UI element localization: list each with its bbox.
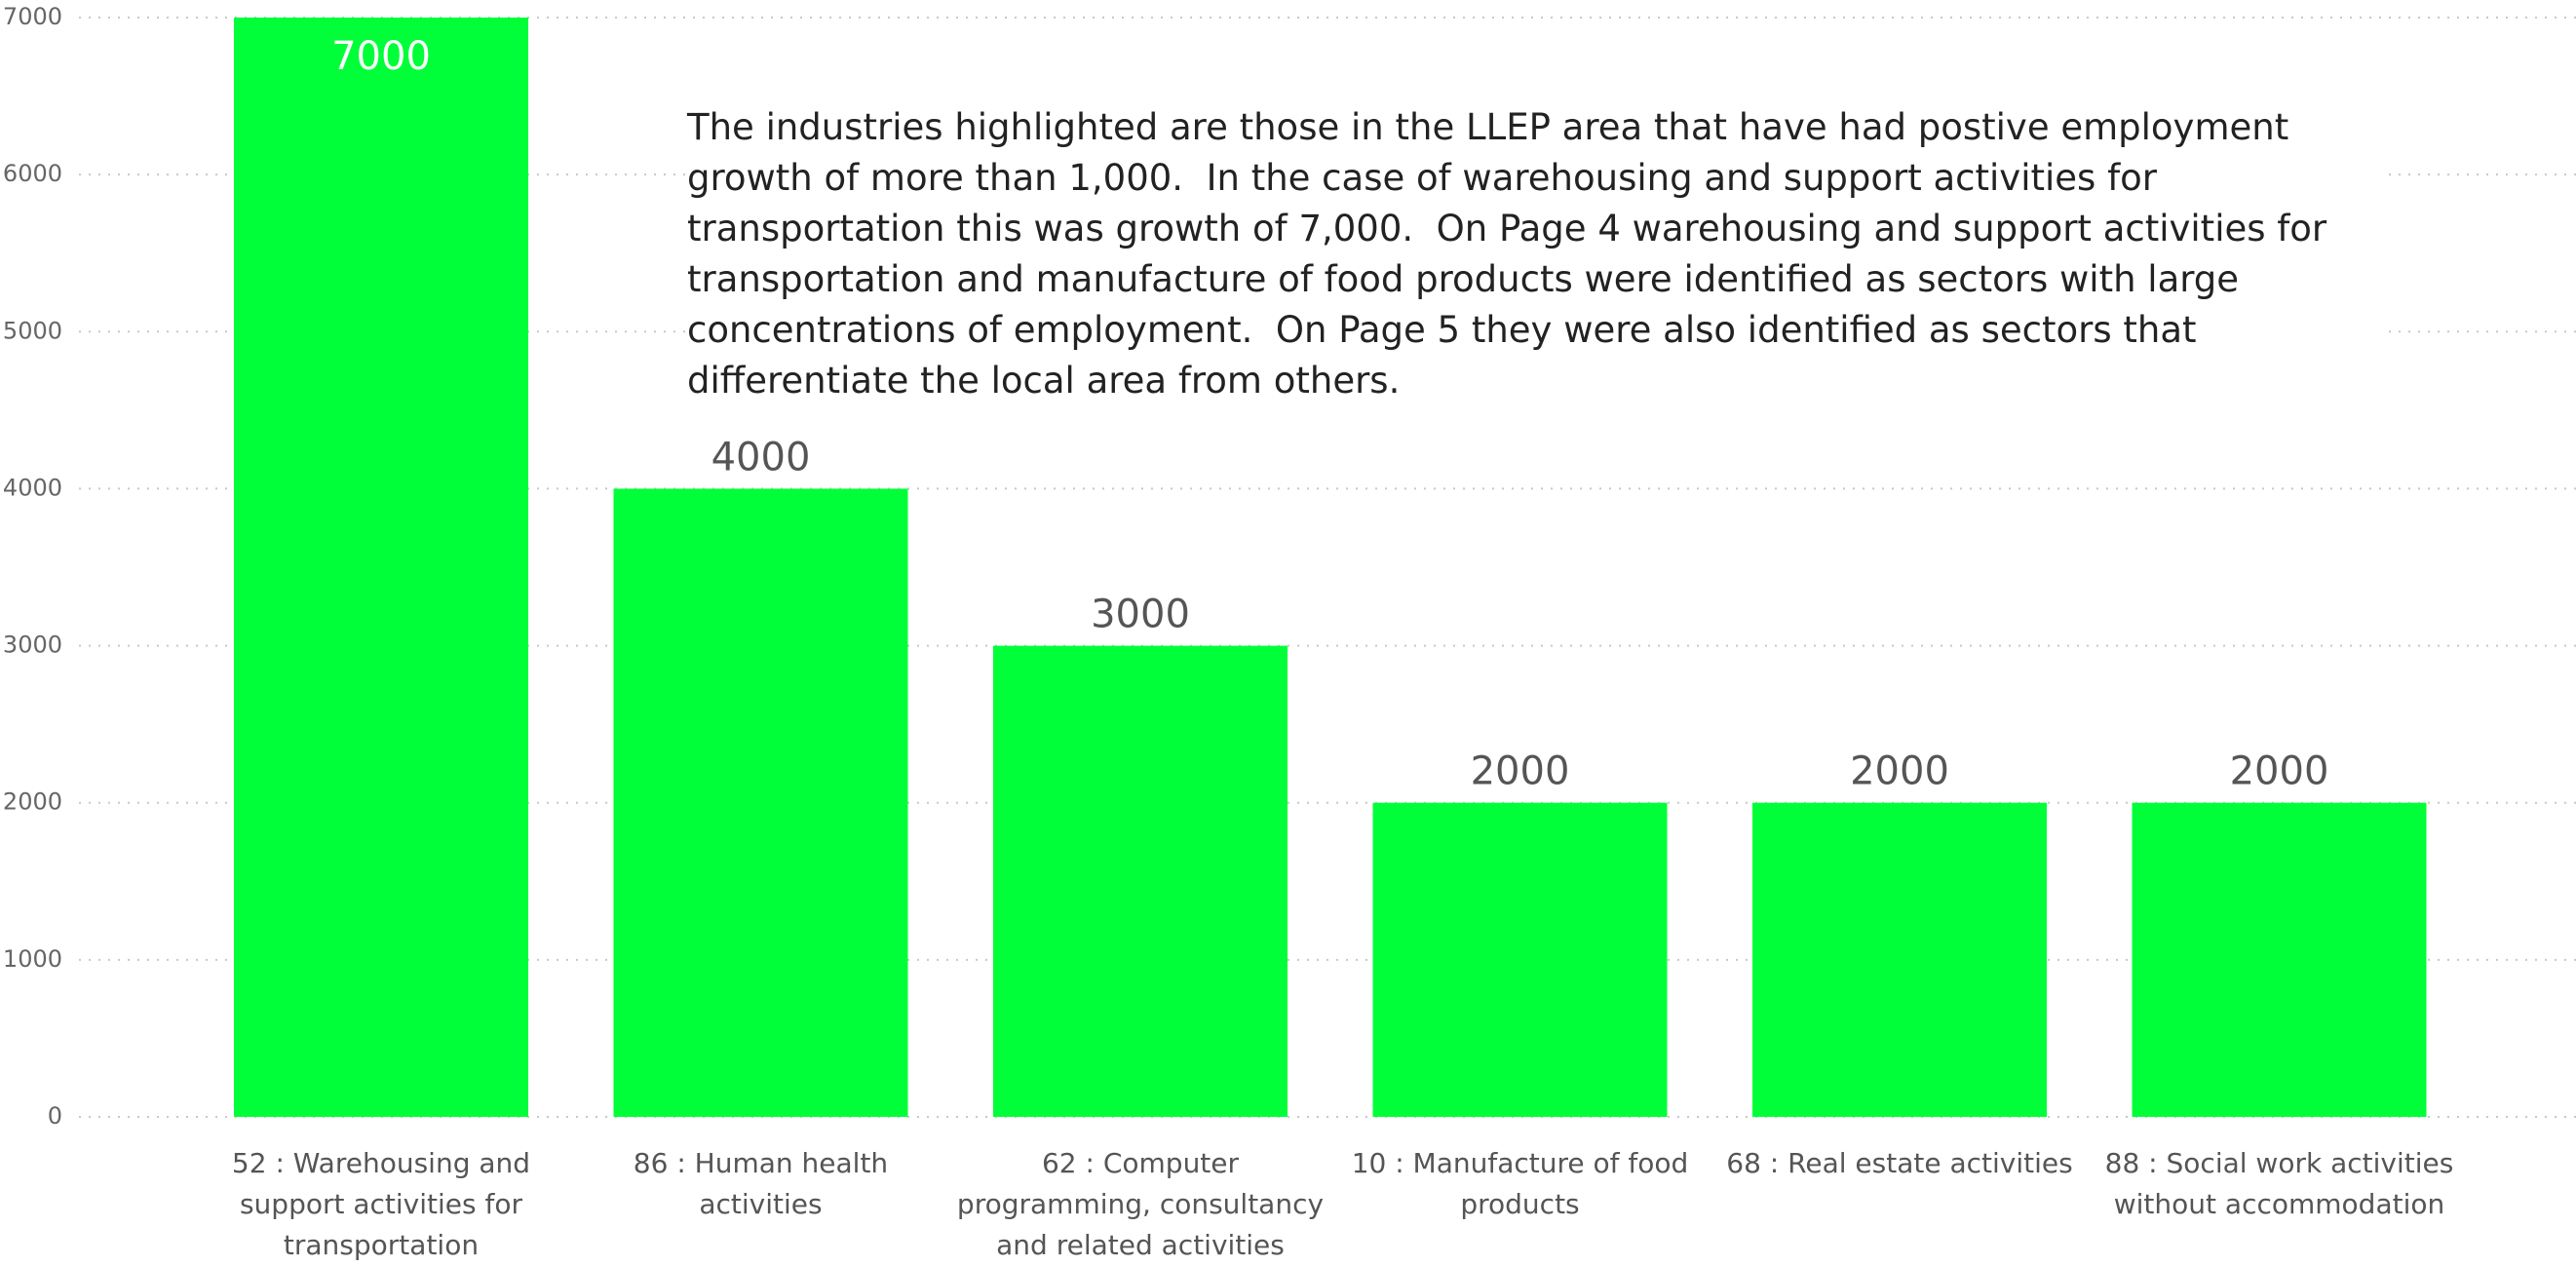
x-tick-label: 62 : Computer programming, consultancy a… <box>956 1147 1325 1261</box>
data-label: 2000 <box>1850 749 1949 794</box>
annotation: The industries highlighted are those in … <box>687 102 2383 406</box>
data-label: 2000 <box>1471 749 1570 794</box>
x-tick-label: 86 : Human health activities <box>633 1147 889 1220</box>
x-tick-label: 88 : Social work activities without acco… <box>2104 1147 2454 1220</box>
data-label: 2000 <box>2230 749 2329 794</box>
x-tick-label: 68 : Real estate activities <box>1726 1147 2073 1179</box>
bar <box>613 488 908 1117</box>
bar <box>234 18 528 1117</box>
y-tick-label: 7000 <box>3 3 62 30</box>
y-tick-label: 2000 <box>3 788 62 816</box>
y-tick-label: 3000 <box>3 632 62 659</box>
bar <box>2132 802 2427 1117</box>
x-tick-label: 10 : Manufacture of food products <box>1351 1147 1689 1220</box>
y-tick-label: 1000 <box>3 945 62 973</box>
data-label: 4000 <box>711 435 811 479</box>
data-label: 3000 <box>1091 593 1190 637</box>
bar <box>993 645 1288 1117</box>
x-tick-label: 52 : Warehousing and support activities … <box>231 1147 531 1261</box>
data-label: 7000 <box>331 34 431 79</box>
y-tick-label: 0 <box>48 1102 62 1130</box>
y-tick-label: 6000 <box>3 160 62 187</box>
y-tick-label: 5000 <box>3 317 62 344</box>
bar <box>1372 802 1668 1117</box>
y-tick-label: 4000 <box>3 474 62 501</box>
bar <box>1752 802 2047 1117</box>
